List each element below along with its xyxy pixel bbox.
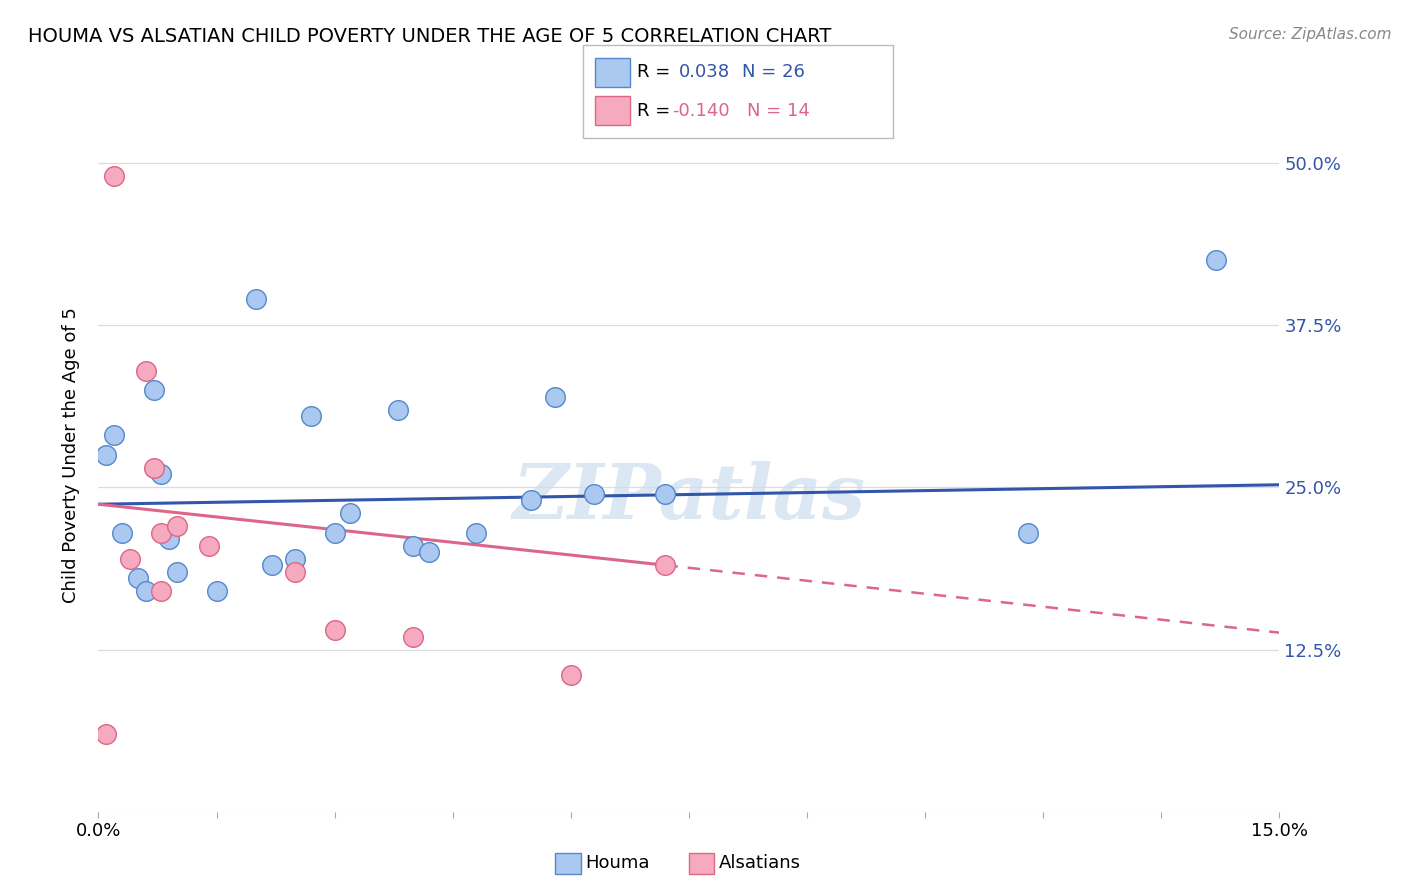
Point [387, 402, 409, 417]
Point [103, 169, 125, 183]
Text: Houma: Houma [585, 855, 650, 872]
Point [465, 525, 488, 540]
Point [654, 558, 676, 573]
Point [654, 487, 676, 501]
Text: 0.038: 0.038 [679, 63, 730, 81]
Text: R =: R = [637, 63, 676, 81]
Text: Source: ZipAtlas.com: Source: ZipAtlas.com [1229, 27, 1392, 42]
Point [418, 545, 440, 559]
Point [323, 623, 346, 637]
Point [118, 551, 141, 566]
Y-axis label: Child Poverty Under the Age of 5: Child Poverty Under the Age of 5 [62, 307, 80, 603]
Point [150, 467, 173, 482]
Point [544, 390, 567, 404]
Text: N = 26: N = 26 [742, 63, 806, 81]
Point [135, 584, 157, 599]
Text: -0.140: -0.140 [672, 102, 730, 120]
Point [127, 571, 149, 585]
Point [205, 584, 228, 599]
Point [1205, 253, 1227, 268]
Text: ZIPatlas: ZIPatlas [512, 461, 866, 534]
Text: HOUMA VS ALSATIAN CHILD POVERTY UNDER THE AGE OF 5 CORRELATION CHART: HOUMA VS ALSATIAN CHILD POVERTY UNDER TH… [28, 27, 831, 45]
Text: R =: R = [637, 102, 676, 120]
Point [96, 727, 118, 741]
Point [245, 292, 267, 306]
Point [157, 533, 180, 547]
Point [284, 565, 307, 579]
Point [150, 525, 173, 540]
Point [260, 558, 283, 573]
Point [103, 428, 125, 442]
Point [560, 668, 582, 682]
Point [166, 519, 188, 533]
Text: Alsatians: Alsatians [718, 855, 800, 872]
Point [1017, 525, 1039, 540]
Point [142, 383, 165, 397]
Point [150, 584, 173, 599]
Point [299, 409, 322, 423]
Point [402, 630, 425, 644]
Point [135, 363, 157, 377]
Point [323, 525, 346, 540]
Point [96, 448, 118, 462]
Point [111, 525, 134, 540]
Text: N = 14: N = 14 [747, 102, 810, 120]
Point [166, 565, 188, 579]
Point [142, 461, 165, 475]
Point [583, 487, 606, 501]
Point [520, 493, 543, 508]
Point [284, 551, 307, 566]
Point [402, 539, 425, 553]
Point [339, 506, 361, 520]
Point [197, 539, 219, 553]
